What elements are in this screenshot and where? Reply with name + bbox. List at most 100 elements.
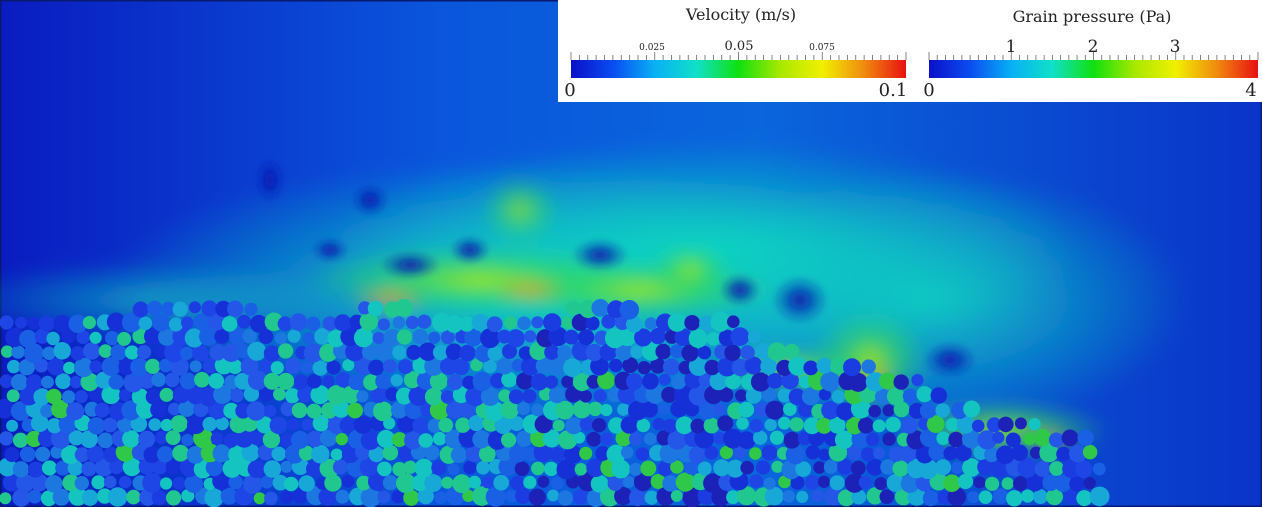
grain: [424, 387, 443, 406]
grain: [439, 357, 458, 376]
grain: [550, 476, 564, 490]
grain: [215, 416, 229, 431]
grain: [834, 430, 854, 450]
grain: [418, 433, 434, 448]
grain: [0, 431, 14, 446]
grain: [857, 417, 875, 434]
grain: [548, 386, 566, 404]
grain: [607, 475, 623, 491]
grain: [108, 374, 124, 390]
grain: [70, 346, 85, 361]
grain: [760, 357, 778, 375]
grain: [657, 461, 673, 477]
grain: [535, 357, 553, 374]
grain: [397, 359, 413, 375]
grain: [502, 343, 517, 359]
grain: [172, 444, 190, 462]
grain: [74, 357, 94, 378]
grain: [27, 489, 42, 504]
grain: [126, 489, 141, 505]
grain: [474, 344, 493, 363]
grain: [585, 316, 600, 331]
grain: [74, 476, 90, 491]
grain: [614, 487, 633, 506]
grain: [152, 313, 170, 332]
grain: [586, 458, 605, 478]
grain: [156, 446, 174, 463]
grain: [12, 461, 30, 478]
grain: [606, 444, 626, 464]
grain: [496, 358, 514, 375]
velocity-min-label: 0: [564, 80, 575, 101]
grain: [655, 343, 671, 360]
grain: [788, 388, 806, 406]
grain: [223, 402, 240, 419]
grain: [229, 327, 248, 346]
grain: [249, 431, 264, 446]
grain: [675, 472, 695, 492]
grain: [487, 430, 507, 450]
grain: [260, 475, 274, 489]
grain: [971, 419, 985, 433]
grain: [220, 487, 238, 505]
grain: [385, 387, 400, 402]
grain: [796, 490, 809, 503]
grain: [866, 432, 880, 447]
grain: [543, 313, 562, 332]
grain: [731, 358, 750, 377]
grain: [935, 403, 950, 418]
grain: [168, 317, 183, 332]
grain: [424, 474, 443, 493]
grain: [289, 313, 308, 331]
grain: [318, 487, 337, 506]
grain: [287, 329, 301, 343]
grain: [83, 342, 101, 360]
grain: [534, 415, 553, 434]
grain: [353, 328, 374, 348]
velocity-max-label: 0.1: [879, 80, 908, 101]
grain: [424, 356, 444, 376]
grain: [259, 359, 273, 373]
grain: [1034, 461, 1051, 477]
grain: [697, 345, 712, 360]
grain: [15, 473, 35, 493]
grain: [579, 417, 594, 431]
grain: [269, 416, 288, 435]
grain: [34, 328, 51, 344]
grain: [531, 316, 544, 329]
grain: [432, 431, 447, 446]
grain: [53, 314, 72, 333]
grain: [53, 342, 71, 360]
grain: [18, 359, 35, 376]
grain: [258, 329, 274, 344]
grain: [805, 475, 820, 490]
grain: [124, 345, 140, 360]
grain: [557, 345, 573, 360]
grain: [851, 489, 867, 505]
grain: [377, 461, 392, 477]
grain: [713, 459, 731, 477]
grain: [145, 389, 162, 405]
grain: [208, 373, 225, 389]
grain: [0, 315, 14, 330]
grain: [416, 371, 435, 390]
grain: [764, 418, 777, 432]
grain: [818, 448, 831, 461]
grain: [662, 475, 679, 492]
grain: [597, 371, 616, 390]
grain: [348, 373, 365, 391]
grain: [811, 489, 825, 502]
grain: [382, 359, 398, 374]
grain: [591, 299, 610, 317]
grain: [383, 329, 401, 347]
grain: [628, 432, 642, 446]
grain: [509, 444, 528, 463]
grain: [123, 372, 144, 393]
grain: [118, 475, 132, 489]
grain: [658, 373, 671, 386]
grain: [524, 330, 537, 343]
grain: [600, 403, 613, 417]
grain: [27, 316, 41, 330]
grain: [778, 416, 791, 430]
grain: [703, 473, 723, 494]
